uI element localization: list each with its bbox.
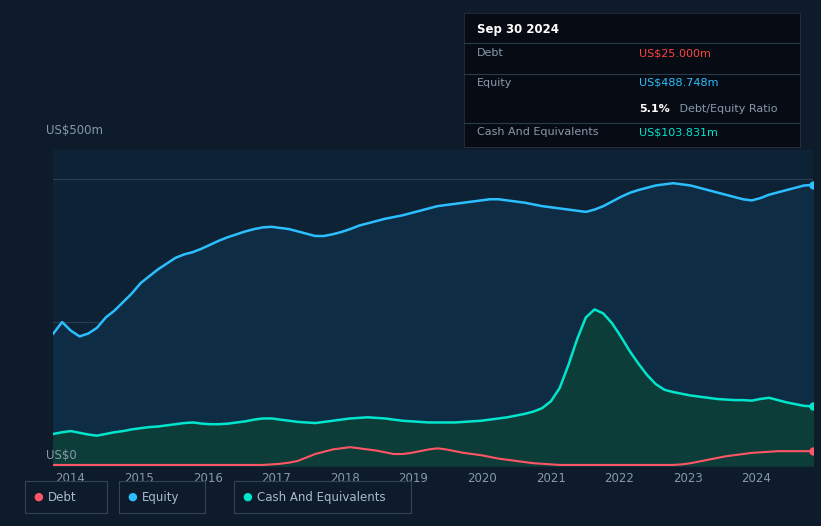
Text: Debt/Equity Ratio: Debt/Equity Ratio [676, 104, 777, 114]
Text: US$103.831m: US$103.831m [639, 127, 718, 137]
Text: Cash And Equivalents: Cash And Equivalents [477, 127, 599, 137]
Text: US$0: US$0 [46, 449, 76, 462]
Text: Sep 30 2024: Sep 30 2024 [477, 23, 559, 36]
Text: ●: ● [33, 492, 43, 502]
Text: Debt: Debt [477, 48, 504, 58]
Text: ●: ● [127, 492, 137, 502]
Text: Equity: Equity [142, 491, 180, 503]
Text: US$488.748m: US$488.748m [639, 77, 718, 87]
Text: Equity: Equity [477, 77, 512, 87]
Text: ●: ● [242, 492, 252, 502]
Text: US$500m: US$500m [46, 124, 103, 137]
Text: Debt: Debt [48, 491, 76, 503]
Text: 5.1%: 5.1% [639, 104, 670, 114]
Text: Cash And Equivalents: Cash And Equivalents [257, 491, 386, 503]
Text: US$25.000m: US$25.000m [639, 48, 711, 58]
